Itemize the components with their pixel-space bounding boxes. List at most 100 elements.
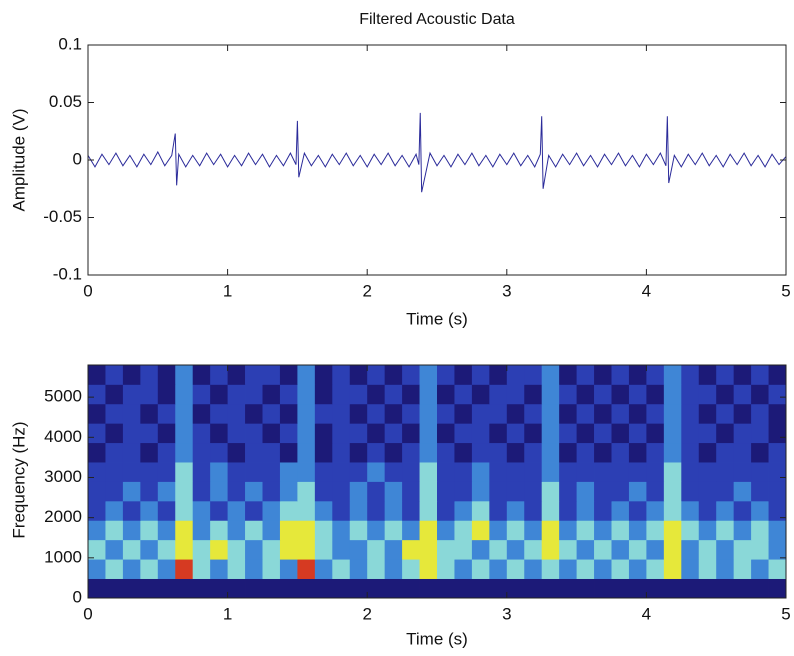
spectrogram-cell <box>524 559 543 579</box>
spectrogram-cell <box>367 481 386 502</box>
spectrogram-cell <box>262 365 281 385</box>
spectrogram-cell <box>314 539 333 560</box>
spectrogram-cell <box>105 559 124 579</box>
spectrogram-cell <box>576 384 595 405</box>
y-tick-label: 1000 <box>44 547 82 566</box>
spectrogram-cell <box>105 539 124 560</box>
spectrogram-cell <box>367 442 386 463</box>
spectrogram-cell <box>314 462 333 482</box>
spectrogram-cell <box>279 559 298 579</box>
spectrogram-cell <box>332 384 351 405</box>
spectrogram-cell <box>419 539 438 560</box>
y-tick-label: -0.05 <box>43 207 82 226</box>
spectrogram-cell <box>628 403 647 424</box>
spectrogram-cell <box>524 403 543 424</box>
spectrogram-cell <box>122 442 141 463</box>
spectrogram-cell <box>245 442 263 463</box>
spectrogram-cell <box>227 384 246 405</box>
spectrogram-cell <box>437 481 455 502</box>
spectrogram-cell <box>437 384 455 405</box>
spectrogram-cell <box>384 442 403 463</box>
spectrogram-cell <box>681 481 700 502</box>
spectrogram-cell <box>646 423 665 444</box>
x-tick-label: 3 <box>502 281 511 300</box>
axes-frame <box>87 44 787 276</box>
spectrogram-cell <box>768 423 787 444</box>
spectrogram-cell <box>297 500 316 521</box>
spectrogram-cell <box>367 578 386 599</box>
spectrogram-cell <box>489 481 508 502</box>
spectrogram-cell <box>192 384 211 405</box>
spectrogram-cell <box>751 481 769 502</box>
spectrogram-cell <box>768 384 787 405</box>
spectrogram-cell <box>384 481 403 502</box>
spectrogram-cell <box>663 365 682 385</box>
spectrogram-cell <box>437 539 455 560</box>
spectrogram-cell <box>157 462 176 482</box>
spectrogram-cell <box>559 539 577 560</box>
spectrogram-cell <box>471 578 490 599</box>
spectrogram-cell <box>157 423 176 444</box>
spectrogram-cell <box>402 384 420 405</box>
spectrogram-cell <box>559 520 577 541</box>
spectrogram-cell <box>279 462 298 482</box>
spectrogram-cell <box>105 462 124 482</box>
spectrogram-cell <box>716 462 735 482</box>
spectrogram-cell <box>122 578 141 599</box>
spectrogram-cell <box>367 365 386 385</box>
spectrogram-cell <box>192 423 211 444</box>
spectrogram-cell <box>611 539 630 560</box>
spectrogram-cell <box>524 442 543 463</box>
spectrogram-cell <box>733 384 752 405</box>
spectrogram-cell <box>297 559 316 579</box>
spectrogram-cell <box>367 520 386 541</box>
spectrogram-cell <box>698 520 717 541</box>
spectrogram-cell <box>454 500 473 521</box>
spectrogram-cell <box>332 578 351 599</box>
spectrogram-cell <box>454 481 473 502</box>
spectrogram-cell <box>140 559 159 579</box>
spectrogram-cell <box>437 559 455 579</box>
spectrogram-cell <box>611 403 630 424</box>
spectrogram-cell <box>646 365 665 385</box>
spectrogram-cell <box>471 520 490 541</box>
spectrogram-cell <box>314 384 333 405</box>
spectrogram-cell <box>733 462 752 482</box>
spectrogram-cell <box>541 500 560 521</box>
spectrogram-cell <box>262 578 281 599</box>
spectrogram-cell <box>297 578 316 599</box>
spectrogram-cell <box>245 578 263 599</box>
spectrogram-cell <box>471 481 490 502</box>
x-tick-label: 4 <box>642 281 651 300</box>
spectrogram-cell <box>297 539 316 560</box>
x-tick-label: 0 <box>83 281 92 300</box>
spectrogram-cell <box>175 500 194 521</box>
spectrogram-cell <box>768 481 787 502</box>
spectrogram-cell <box>245 500 263 521</box>
spectrogram-cell <box>576 442 595 463</box>
spectrogram-cell <box>768 462 787 482</box>
spectrogram-cell <box>210 539 228 560</box>
spectrogram-cell <box>611 365 630 385</box>
spectrogram-cell <box>489 539 508 560</box>
spectrogram-cell <box>175 403 194 424</box>
spectrogram-cell <box>349 559 368 579</box>
spectrogram-cell <box>541 442 560 463</box>
spectrogram-cell <box>349 423 368 444</box>
spectrogram-cell <box>768 442 787 463</box>
spectrogram-cell <box>628 578 647 599</box>
spectrogram-cell <box>716 423 735 444</box>
spectrogram-cell <box>297 384 316 405</box>
spectrogram-cell <box>105 423 124 444</box>
spectrogram-cell <box>349 462 368 482</box>
spectrogram-cell <box>192 500 211 521</box>
spectrogram-cell <box>245 403 263 424</box>
spectrogram-cell <box>419 500 438 521</box>
spectrogram-cell <box>681 500 700 521</box>
spectrogram-cell <box>594 578 612 599</box>
spectrogram-cell <box>559 500 577 521</box>
spectrogram-cell <box>541 559 560 579</box>
spectrogram-cell <box>576 365 595 385</box>
spectrogram-cell <box>384 539 403 560</box>
spectrogram-cell <box>751 384 769 405</box>
